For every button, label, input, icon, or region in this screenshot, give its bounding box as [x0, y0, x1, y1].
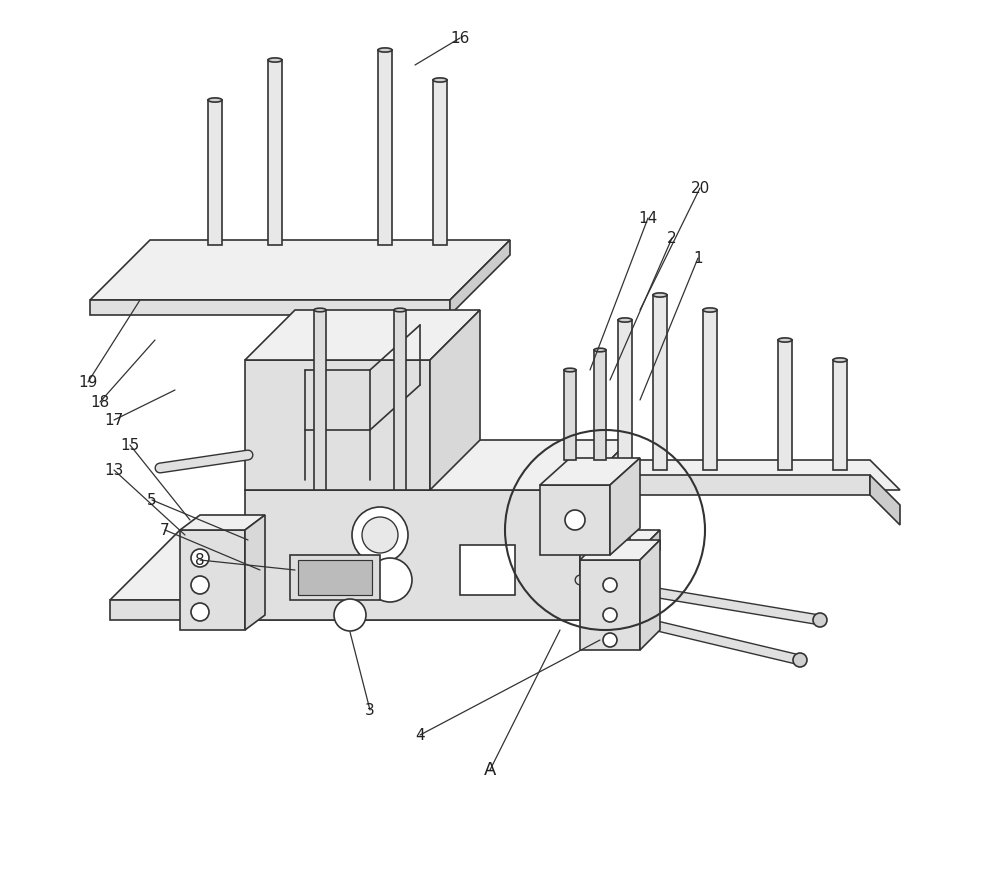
Circle shape: [362, 517, 398, 553]
Circle shape: [191, 576, 209, 594]
Text: 5: 5: [147, 493, 157, 508]
Bar: [433, 80, 447, 245]
Text: 8: 8: [195, 553, 205, 568]
Ellipse shape: [653, 293, 667, 297]
Bar: [394, 310, 406, 490]
Bar: [268, 60, 282, 245]
Text: 15: 15: [120, 437, 140, 452]
Ellipse shape: [703, 308, 717, 312]
Text: 13: 13: [104, 463, 124, 478]
Polygon shape: [580, 560, 640, 650]
Polygon shape: [110, 530, 660, 600]
Circle shape: [565, 510, 585, 530]
Circle shape: [352, 507, 408, 563]
Bar: [833, 360, 847, 470]
Bar: [208, 100, 222, 245]
Ellipse shape: [378, 48, 392, 52]
Ellipse shape: [314, 308, 326, 312]
Ellipse shape: [564, 368, 576, 371]
Bar: [778, 340, 792, 470]
Ellipse shape: [594, 348, 606, 352]
Text: 3: 3: [365, 702, 375, 717]
Polygon shape: [540, 460, 900, 490]
Polygon shape: [580, 540, 660, 560]
Circle shape: [603, 578, 617, 592]
Text: 7: 7: [160, 523, 170, 538]
Bar: [298, 560, 372, 595]
Polygon shape: [450, 240, 510, 315]
Bar: [653, 295, 667, 470]
Bar: [594, 350, 606, 460]
Ellipse shape: [618, 318, 632, 322]
Polygon shape: [180, 515, 265, 530]
Polygon shape: [610, 458, 640, 555]
Polygon shape: [245, 440, 630, 490]
Text: 14: 14: [638, 210, 658, 225]
Text: 4: 4: [415, 728, 425, 743]
Text: 16: 16: [450, 31, 470, 46]
Polygon shape: [540, 485, 610, 555]
Polygon shape: [870, 475, 900, 525]
Circle shape: [603, 608, 617, 622]
Polygon shape: [245, 515, 265, 630]
Polygon shape: [110, 600, 590, 620]
Polygon shape: [640, 540, 660, 650]
Polygon shape: [580, 440, 630, 620]
Circle shape: [793, 653, 807, 667]
Bar: [564, 370, 576, 460]
Bar: [314, 310, 326, 490]
Circle shape: [603, 633, 617, 647]
Polygon shape: [590, 530, 660, 620]
Ellipse shape: [778, 338, 792, 342]
Circle shape: [368, 558, 412, 602]
Ellipse shape: [433, 78, 447, 82]
Text: 2: 2: [667, 231, 677, 246]
Text: 17: 17: [104, 413, 124, 428]
Bar: [703, 310, 717, 470]
Text: 18: 18: [90, 394, 110, 409]
Polygon shape: [540, 475, 870, 495]
Bar: [378, 50, 392, 245]
Polygon shape: [430, 310, 480, 490]
Circle shape: [334, 599, 366, 631]
Ellipse shape: [394, 308, 406, 312]
Text: A: A: [484, 761, 496, 779]
Text: 1: 1: [693, 251, 703, 266]
Polygon shape: [90, 240, 510, 300]
Bar: [290, 555, 380, 600]
Polygon shape: [540, 458, 640, 485]
Ellipse shape: [833, 358, 847, 362]
Polygon shape: [180, 530, 245, 630]
Text: 19: 19: [78, 375, 98, 390]
Circle shape: [191, 603, 209, 621]
Polygon shape: [245, 490, 580, 620]
Circle shape: [191, 549, 209, 567]
Bar: [618, 320, 632, 470]
Polygon shape: [245, 360, 430, 490]
Ellipse shape: [208, 98, 222, 102]
Polygon shape: [90, 300, 450, 315]
Ellipse shape: [268, 58, 282, 62]
Bar: [460, 545, 515, 595]
Text: 20: 20: [690, 180, 710, 195]
Circle shape: [813, 613, 827, 627]
Polygon shape: [245, 310, 480, 360]
